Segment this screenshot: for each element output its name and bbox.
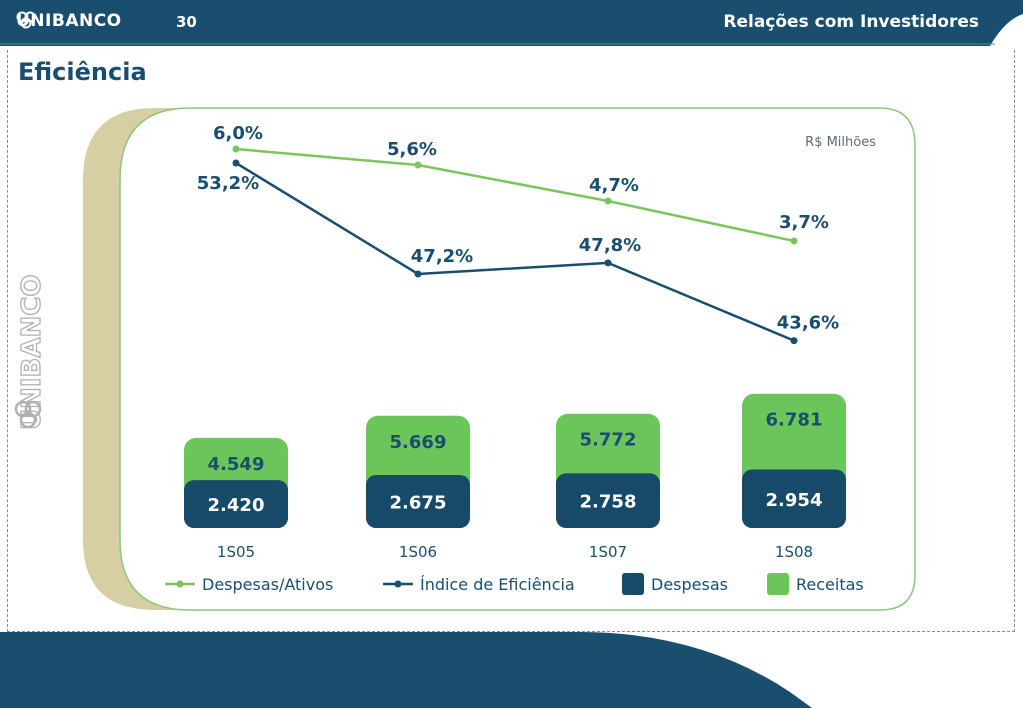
legend-label: Receitas [796,575,864,594]
bar-label-receitas: 5.772 [580,430,637,451]
legend: Despesas/Ativos Índice de Eficiência Despe… [165,573,864,595]
bar-label-despesas: 2.954 [766,490,823,511]
label-despesas-ativos: 6,0% [213,123,263,144]
point-indice-eficiencia [414,270,422,278]
page-title: Eficiência [18,58,147,86]
slide-frame [7,50,1015,632]
bar-label-despesas: 2.420 [208,495,265,516]
side-watermark-logo: UNIBANCO [16,274,47,431]
category-label: 1S07 [589,543,627,561]
bar-despesas [366,475,470,528]
side-watermark-text: UNIBANCO [17,275,47,430]
label-indice-eficiencia: 43,6% [777,313,839,334]
label-indice-eficiencia: 53,2% [197,173,259,194]
legend-label: Despesas/Ativos [202,575,333,594]
panel-background [119,107,916,611]
bar-label-despesas: 2.758 [580,492,637,513]
legend-label: Despesas [651,575,728,594]
point-indice-eficiencia [604,259,612,267]
point-despesas-ativos [790,237,798,245]
label-indice-eficiencia: 47,8% [579,235,641,256]
legend-point-marker [394,580,402,588]
label-despesas-ativos: 3,7% [779,212,829,233]
bar-despesas [742,469,846,528]
bar-label-despesas: 2.675 [390,493,447,514]
brand-logo: UNIBANCO [16,11,122,31]
category-label: 1S06 [399,543,437,561]
point-indice-eficiencia [232,159,240,167]
point-despesas-ativos [414,161,422,169]
section-title: Relações com Investidores [723,12,979,32]
lines-group: 6,0% 5,6% 4,7% 3,7% 53,2% 47,2% 47,8% 43,6% [197,123,839,345]
unibanco-logo-icon [16,11,36,29]
point-despesas-ativos [232,145,240,153]
side-watermark-icon [14,400,42,429]
unit-label: R$ Milhões [805,135,876,150]
point-despesas-ativos [604,197,612,205]
legend-point-marker [176,580,184,588]
label-indice-eficiencia: 47,2% [411,246,473,267]
label-despesas-ativos: 5,6% [387,139,437,160]
label-despesas-ativos: 4,7% [589,175,639,196]
header-bar: UNIBANCO 30 Relações com Investidores [0,0,1023,46]
header-background [0,0,1023,46]
bar-despesas [556,473,660,528]
bar-label-receitas: 6.781 [766,410,823,431]
legend-label: Índice de Eficiência [420,575,575,594]
point-indice-eficiencia [790,337,798,345]
bar-label-receitas: 5.669 [390,432,447,453]
category-label: 1S05 [217,543,255,561]
line-despesas-ativos [235,147,795,243]
legend-box-marker [622,573,644,595]
bars-group: 4.549 2.420 1S05 5.669 2.675 1S06 5.772 2.758 1S… [184,393,846,561]
line-indice-eficiencia [235,161,795,342]
page-number: 30 [176,13,197,31]
bar-despesas [184,480,288,528]
category-label: 1S08 [775,543,813,561]
footer-bar [0,632,812,708]
legend-box-marker [767,573,789,595]
brand-name: UNIBANCO [16,11,122,31]
bar-label-receitas: 4.549 [208,454,265,475]
